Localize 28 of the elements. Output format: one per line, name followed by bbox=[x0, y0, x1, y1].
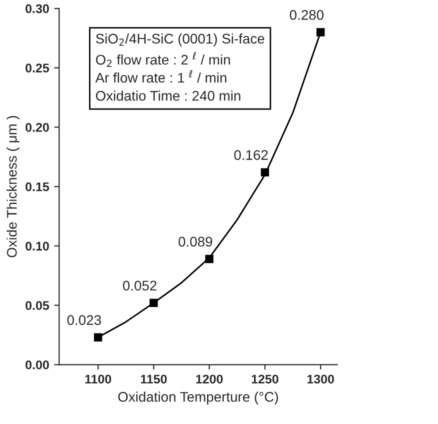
point bbox=[316, 28, 325, 36]
annotation: Ar flow rate : 1 $^{ℓ}$ / min bbox=[95, 70, 226, 83]
y-tick-label: 0.25 bbox=[26, 64, 50, 72]
y-tick-label: 0.15 bbox=[26, 182, 50, 192]
point bbox=[94, 333, 102, 342]
y-tick-label: 0.00 bbox=[26, 360, 49, 370]
point bbox=[205, 254, 214, 264]
y-tick-label: 0.05 bbox=[26, 301, 50, 310]
x-tick-label: 1150 bbox=[140, 374, 167, 384]
x-tick-label: 1200 bbox=[196, 374, 223, 384]
y-tick-label: 0.10 bbox=[26, 242, 49, 251]
data-label: 0.052 bbox=[122, 280, 156, 291]
y-axis-title: Oxide Thickness ( μm ) bbox=[6, 116, 20, 258]
y-tick-label: 0.20 bbox=[26, 123, 49, 132]
annotation: O$_{2}$ flow rate : 2 $^{ℓ}$ / min bbox=[96, 52, 230, 67]
data-label: 0.089 bbox=[178, 236, 212, 247]
data-label: 0.162 bbox=[234, 150, 268, 160]
annotation: Oxidatio Time : 240 min bbox=[96, 90, 240, 101]
point bbox=[260, 168, 270, 176]
data-label: 0.023 bbox=[67, 315, 101, 325]
x-tick-label: 1100 bbox=[85, 374, 112, 384]
annotation: SiO$_{2}$/4H-SiC (0001) Si-face bbox=[96, 33, 264, 46]
x-tick-label: 1300 bbox=[307, 374, 334, 384]
data-label: 0.280 bbox=[290, 10, 324, 20]
x-tick-label: 1250 bbox=[252, 374, 278, 384]
x-axis-title: Oxidation Temperture (°C) bbox=[118, 392, 278, 405]
y-tick-label: 0.30 bbox=[26, 4, 49, 14]
point bbox=[150, 298, 158, 308]
